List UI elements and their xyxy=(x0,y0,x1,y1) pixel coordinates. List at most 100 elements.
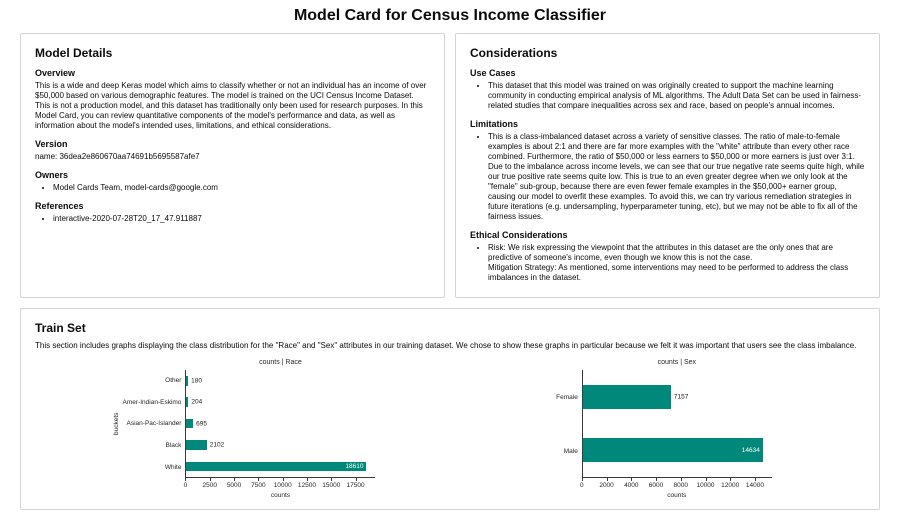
category-label: Male xyxy=(563,447,578,455)
x-tick-label: 0 xyxy=(580,482,584,489)
ethical-risk-text: Risk: We risk expressing the viewpoint t… xyxy=(488,243,833,262)
considerations-title: Considerations xyxy=(470,46,558,60)
bar-value-label: 7157 xyxy=(673,393,689,401)
bar-row: 7157 xyxy=(582,370,772,424)
data-bar xyxy=(186,397,189,407)
bar-value-label: 180 xyxy=(191,377,203,385)
x-tick-label: 12500 xyxy=(297,482,317,489)
x-tick-mark xyxy=(656,478,658,481)
limitations-list: This is a class-imbalanced dataset acros… xyxy=(470,132,865,222)
use-cases-list: This dataset that this model was trained… xyxy=(470,81,865,111)
x-tick-mark xyxy=(581,478,583,481)
x-tick-mark xyxy=(606,478,608,481)
x-tick-mark xyxy=(331,478,333,481)
owners-heading: Owners xyxy=(35,170,69,180)
version-heading: Version xyxy=(35,139,68,149)
references-heading: References xyxy=(35,201,84,211)
model-details-card: Model Details Overview This is a wide an… xyxy=(20,33,445,298)
data-bar: 14634 xyxy=(582,438,763,463)
version-value: name: 36dea2e860670aa74691b5695587afe7 xyxy=(35,152,200,161)
limitation-item: This is a class-imbalanced dataset acros… xyxy=(488,132,865,222)
x-tick-mark xyxy=(705,478,707,481)
x-tick-label: 6000 xyxy=(648,482,664,489)
chart-plot-area: 7157 14634 xyxy=(581,370,772,478)
x-tick-label: 5000 xyxy=(226,482,242,489)
category-label: White xyxy=(164,463,182,471)
chart-title: counts | Sex xyxy=(657,359,697,366)
model-details-title: Model Details xyxy=(35,46,113,60)
bar-row: 695 xyxy=(186,413,375,434)
owner-item: Model Cards Team, model-cards@google.com xyxy=(53,183,430,193)
x-tick-label: 17500 xyxy=(346,482,365,489)
overview-heading: Overview xyxy=(35,68,76,78)
data-bar: 18610 xyxy=(186,461,367,472)
overview-text: This is a wide and deep Keras model whic… xyxy=(35,81,427,130)
x-tick-mark xyxy=(754,478,756,481)
x-tick-label: 10000 xyxy=(273,482,292,489)
x-tick-label: 7500 xyxy=(251,482,266,489)
train-set-description: This section includes graphs displaying … xyxy=(35,341,857,350)
chart-x-axis-label: counts xyxy=(667,492,687,499)
data-bar xyxy=(186,418,194,429)
x-tick-label: 10000 xyxy=(696,482,715,489)
bar-row: 14634 xyxy=(582,424,772,478)
sex-distribution-chart: counts | Sex Female Male 7157 14634 0 2000 4000… xyxy=(543,359,772,499)
train-set-title: Train Set xyxy=(35,321,86,335)
page-title: Model Card for Census Income Classifier xyxy=(293,7,607,24)
category-label: Female xyxy=(556,393,578,401)
chart-plot-area: 180 204 695 2102 18610 xyxy=(185,370,376,478)
considerations-card: Considerations Use Cases This dataset th… xyxy=(455,33,880,298)
bar-value-label: 2102 xyxy=(209,441,225,449)
sex-chart-container: counts | Sex Female Male 7157 14634 0 2000 4000… xyxy=(450,359,865,499)
category-label: Black xyxy=(165,442,182,450)
limitations-heading: Limitations xyxy=(470,119,519,129)
train-set-card: Train Set This section includes graphs d… xyxy=(20,308,880,510)
top-cards-row: Model Details Overview This is a wide an… xyxy=(20,33,880,298)
data-bar xyxy=(186,375,189,386)
x-tick-mark xyxy=(355,478,357,481)
x-tick-label: 14000 xyxy=(745,482,764,489)
x-tick-mark xyxy=(209,478,211,481)
use-case-item: This dataset that this model was trained… xyxy=(488,81,865,111)
ethical-mitigation-text: Mitigation Strategy: As mentioned, some … xyxy=(488,263,849,282)
x-tick-label: 4000 xyxy=(624,482,639,489)
x-tick-mark xyxy=(680,478,682,481)
references-list: interactive-2020-07-28T20_17_47.911887 xyxy=(35,214,430,224)
x-tick-label: 2500 xyxy=(202,482,217,489)
chart-category-labels: Other Amer-Indian-Eskimo Asian-Pac-Islande… xyxy=(123,370,186,478)
bar-row: 2102 xyxy=(186,434,375,455)
chart-category-labels: Female Male xyxy=(556,370,582,478)
bar-row: 204 xyxy=(186,391,375,412)
bar-value-label: 204 xyxy=(191,398,203,406)
ethical-considerations-heading: Ethical Considerations xyxy=(470,230,568,240)
chart-title: counts | Race xyxy=(259,359,302,366)
data-bar xyxy=(186,440,207,450)
chart-x-axis-label: counts xyxy=(270,492,291,499)
train-set-charts: counts | Race buckets Other Amer-Indian-Esk… xyxy=(35,359,865,499)
x-tick-label: 0 xyxy=(183,482,188,489)
chart-x-axis: 0 2000 4000 6000 8000 10000 12000 14000 xyxy=(580,478,772,491)
category-label: Other xyxy=(165,377,182,385)
ethical-considerations-list: Risk: We risk expressing the viewpoint t… xyxy=(470,243,865,283)
chart-y-axis-label xyxy=(543,370,556,478)
chart-y-axis-label: buckets xyxy=(112,412,120,436)
x-tick-mark xyxy=(282,478,284,481)
race-chart-container: counts | Race buckets Other Amer-Indian-Esk… xyxy=(35,359,450,499)
chart-figure: counts | Race buckets Other Amer-Indian-Esk… xyxy=(110,359,376,499)
bar-value-label: 14634 xyxy=(741,446,760,454)
chart-figure: counts | Sex Female Male 7157 14634 0 2000 4000… xyxy=(543,359,772,499)
bar-value-label: 18610 xyxy=(345,462,364,470)
model-card-page: Model Card for Census Income Classifier … xyxy=(0,7,900,510)
use-cases-heading: Use Cases xyxy=(470,68,516,78)
x-tick-mark xyxy=(631,478,633,481)
x-tick-label: 15000 xyxy=(322,482,341,489)
x-tick-mark xyxy=(185,478,187,481)
x-tick-mark xyxy=(730,478,732,481)
x-tick-label: 2000 xyxy=(599,482,614,489)
bar-value-label: 695 xyxy=(196,420,208,428)
category-label: Amer-Indian-Eskimo xyxy=(122,398,182,406)
x-tick-mark xyxy=(306,478,308,481)
category-label: Asian-Pac-Islander xyxy=(126,420,182,428)
race-distribution-chart: counts | Race buckets Other Amer-Indian-Esk… xyxy=(110,359,376,499)
x-tick-mark xyxy=(234,478,236,481)
